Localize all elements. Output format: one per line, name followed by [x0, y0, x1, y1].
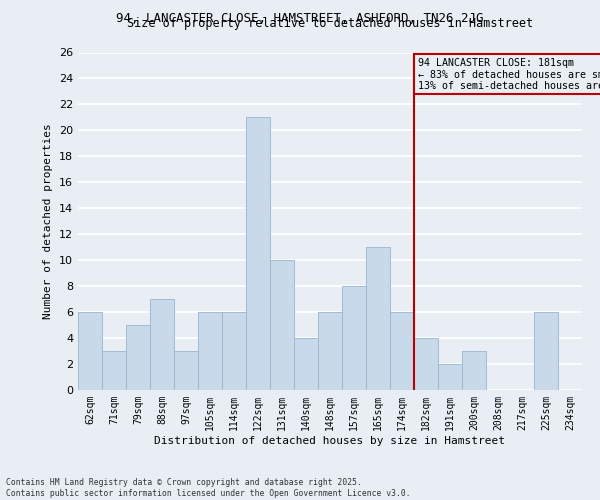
Bar — [102, 351, 126, 390]
Bar — [270, 260, 294, 390]
Bar — [462, 351, 486, 390]
Title: Size of property relative to detached houses in Hamstreet: Size of property relative to detached ho… — [127, 18, 533, 30]
Text: 94 LANCASTER CLOSE: 181sqm
← 83% of detached houses are smaller (96)
13% of semi: 94 LANCASTER CLOSE: 181sqm ← 83% of deta… — [418, 58, 600, 91]
Bar — [414, 338, 438, 390]
Text: Contains HM Land Registry data © Crown copyright and database right 2025.
Contai: Contains HM Land Registry data © Crown c… — [6, 478, 410, 498]
Bar — [78, 312, 102, 390]
Bar — [438, 364, 462, 390]
Bar — [366, 247, 390, 390]
Bar — [126, 325, 150, 390]
Bar — [390, 312, 414, 390]
Text: 94, LANCASTER CLOSE, HAMSTREET, ASHFORD, TN26 2JG: 94, LANCASTER CLOSE, HAMSTREET, ASHFORD,… — [116, 12, 484, 26]
Bar — [294, 338, 318, 390]
Bar — [150, 299, 174, 390]
X-axis label: Distribution of detached houses by size in Hamstreet: Distribution of detached houses by size … — [155, 436, 505, 446]
Bar — [342, 286, 366, 390]
Bar — [174, 351, 198, 390]
Bar — [318, 312, 342, 390]
Y-axis label: Number of detached properties: Number of detached properties — [43, 124, 53, 319]
Bar — [198, 312, 222, 390]
Bar — [222, 312, 246, 390]
Bar — [534, 312, 558, 390]
Bar — [246, 118, 270, 390]
